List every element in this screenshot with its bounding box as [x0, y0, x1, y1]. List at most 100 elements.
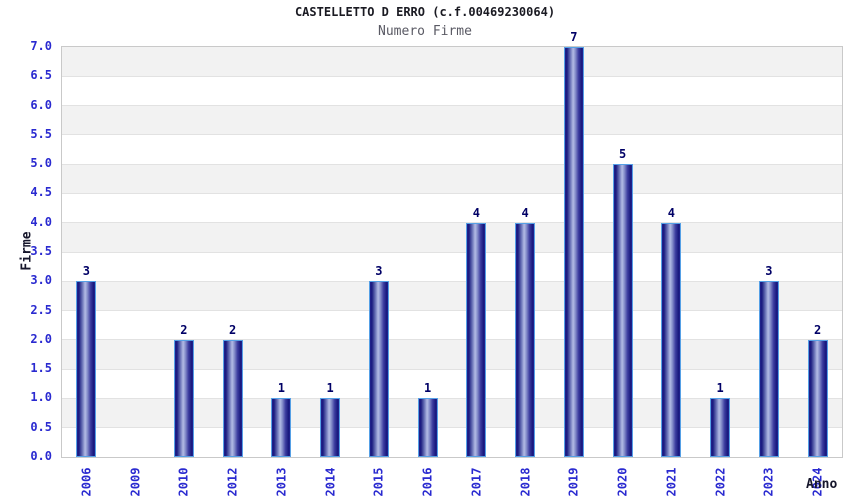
plot-band — [62, 76, 842, 106]
plot-band — [62, 105, 842, 135]
x-tick-label: 2019 — [554, 461, 594, 500]
bar-value-label: 1 — [277, 381, 285, 396]
x-tick-label: 2015 — [359, 461, 399, 500]
x-tick-text: 2009 — [128, 467, 143, 497]
bar-2010 — [173, 339, 194, 457]
x-tick-label: 2018 — [505, 461, 545, 500]
bar-2024 — [807, 339, 828, 457]
bar-2020 — [612, 164, 633, 457]
x-axis-title: Anno — [806, 477, 838, 492]
y-tick-label: 4.0 — [30, 214, 52, 229]
plot-band — [62, 47, 842, 77]
bar-value-label: 2 — [814, 322, 822, 337]
y-tick-label: 2.5 — [30, 302, 52, 317]
plot-band — [62, 281, 842, 311]
bar-value-label: 1 — [424, 381, 432, 396]
gridline — [62, 251, 842, 253]
gridline — [62, 397, 842, 399]
x-tick-label: 2012 — [213, 461, 253, 500]
gridline — [62, 280, 842, 282]
y-tick-label: 1.5 — [30, 361, 52, 376]
plot-band — [62, 252, 842, 282]
gridline — [62, 192, 842, 194]
bar-2006 — [76, 281, 97, 457]
x-tick-text: 2015 — [371, 467, 386, 497]
plot-band — [62, 310, 842, 340]
gridline — [62, 310, 842, 312]
x-tick-text: 2010 — [176, 467, 191, 497]
x-tick-text: 2006 — [79, 467, 94, 497]
chart-title: CASTELLETTO D ERRO (c.f.00469230064) — [294, 5, 556, 19]
bar-2013 — [271, 398, 292, 457]
bar-value-label: 1 — [326, 381, 334, 396]
x-tick-text: 2020 — [615, 467, 630, 497]
gridline — [62, 222, 842, 224]
x-tick-text: 2022 — [713, 467, 728, 497]
gridline — [62, 427, 842, 429]
x-tick-text: 2014 — [323, 467, 338, 497]
y-tick-label: 6.0 — [30, 97, 52, 112]
y-tick-label: 3.0 — [30, 273, 52, 288]
y-tick-label: 2.0 — [30, 331, 52, 346]
x-tick-label: 2009 — [115, 461, 155, 500]
y-tick-label: 4.5 — [30, 185, 52, 200]
x-tick-label: 2023 — [749, 461, 789, 500]
gridline — [62, 339, 842, 341]
y-tick-label: 1.0 — [30, 390, 52, 405]
gridline — [62, 75, 842, 77]
x-tick-label: 2014 — [310, 461, 350, 500]
bar-value-label: 3 — [82, 264, 90, 279]
x-tick-text: 2017 — [469, 467, 484, 497]
chart-subtitle: Numero Firme — [378, 24, 472, 39]
x-tick-label: 2016 — [408, 461, 448, 500]
plot-area: 3 2 2 1 1 3 1 4 4 7 5 4 1 3 2 — [61, 30, 843, 458]
bar-value-label: 7 — [570, 30, 578, 44]
bar-2022 — [710, 398, 731, 457]
bar-2014 — [320, 398, 341, 457]
bar-2018 — [515, 222, 536, 457]
plot-band — [62, 164, 842, 194]
y-tick-label: 5.0 — [30, 156, 52, 171]
y-tick-label: 0.0 — [30, 449, 52, 463]
gridline — [62, 105, 842, 107]
x-tick-label: 2006 — [66, 461, 106, 500]
y-tick-label: 5.5 — [30, 126, 52, 141]
bar-value-label: 2 — [180, 322, 188, 337]
bar-value-label: 5 — [619, 147, 627, 162]
y-tick-label: 3.5 — [30, 244, 52, 258]
bar-2012 — [222, 339, 243, 457]
bar-value-label: 3 — [375, 264, 383, 279]
bar-2016 — [417, 398, 438, 457]
x-tick-text: 2013 — [274, 467, 289, 497]
x-tick-label: 2021 — [651, 461, 691, 500]
gridline — [62, 163, 842, 165]
bar-2017 — [466, 222, 487, 457]
bar-value-label: 4 — [472, 205, 480, 220]
bar-2023 — [758, 281, 779, 457]
x-tick-text: 2023 — [761, 467, 776, 497]
bar-value-label: 4 — [667, 205, 675, 220]
x-tick-label: 2017 — [456, 461, 496, 500]
y-tick-label: 0.5 — [30, 419, 52, 434]
x-tick-label: 2013 — [261, 461, 301, 500]
plot-band — [62, 134, 842, 165]
bar-2015 — [368, 281, 389, 457]
x-tick-text: 2016 — [420, 467, 435, 497]
bar-value-label: 4 — [521, 205, 529, 220]
x-tick-text: 2021 — [664, 467, 679, 497]
x-tick-text: 2019 — [566, 467, 581, 497]
y-tick-label: 7.0 — [30, 39, 52, 53]
x-tick-label: 2022 — [700, 461, 740, 500]
plot-band — [62, 193, 842, 223]
bar-value-label: 1 — [716, 381, 724, 396]
gridline — [62, 134, 842, 136]
x-tick-text: 2018 — [518, 467, 533, 497]
bar-2019 — [563, 47, 584, 457]
bar-value-label: 2 — [229, 322, 237, 337]
x-tick-text: 2012 — [225, 467, 240, 497]
y-tick-label: 6.5 — [30, 68, 52, 83]
x-tick-label: 2010 — [164, 461, 204, 500]
bar-2021 — [661, 222, 682, 457]
plot-band — [62, 222, 842, 252]
